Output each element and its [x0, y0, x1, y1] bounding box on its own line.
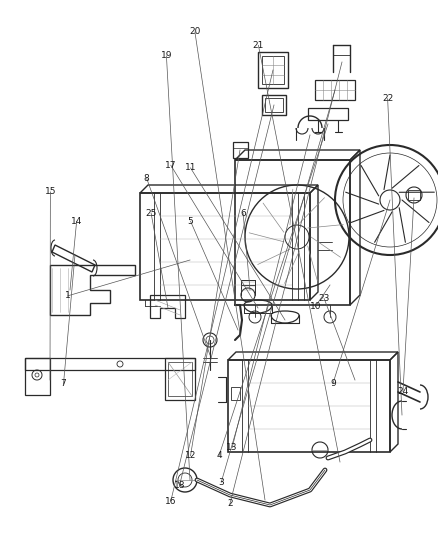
Text: 12: 12	[185, 451, 196, 460]
Text: 17: 17	[165, 161, 177, 169]
Text: 16: 16	[165, 497, 177, 505]
Text: 3: 3	[218, 478, 224, 487]
Text: 9: 9	[330, 379, 336, 388]
Text: 10: 10	[310, 302, 321, 311]
Text: 13: 13	[226, 443, 238, 452]
Text: 6: 6	[240, 209, 246, 217]
Text: 20: 20	[189, 28, 201, 36]
Text: 2: 2	[227, 499, 233, 508]
Text: 4: 4	[216, 451, 222, 460]
Text: 15: 15	[45, 188, 56, 196]
Text: 14: 14	[71, 217, 82, 225]
Text: 24: 24	[397, 387, 409, 396]
Text: 19: 19	[161, 52, 172, 60]
Text: 5: 5	[187, 217, 194, 225]
Text: 7: 7	[60, 379, 67, 388]
Text: 18: 18	[174, 481, 185, 489]
Text: 8: 8	[144, 174, 150, 183]
Text: 21: 21	[253, 41, 264, 50]
Text: 1: 1	[65, 292, 71, 300]
Text: 25: 25	[145, 209, 157, 217]
Text: 22: 22	[382, 94, 393, 103]
Text: 23: 23	[318, 294, 330, 303]
Text: 11: 11	[185, 164, 196, 172]
